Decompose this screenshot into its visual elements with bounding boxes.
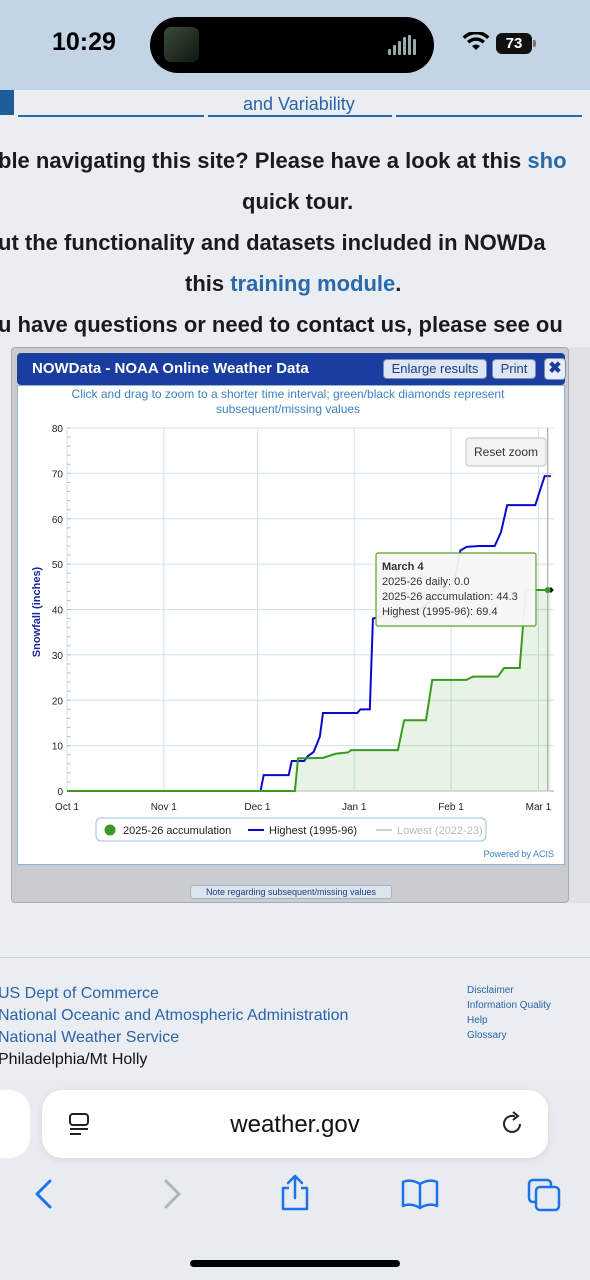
chart-tooltip: March 4 2025-26 daily: 0.0 2025-26 accum…	[375, 552, 537, 627]
audio-waveform-icon	[388, 35, 420, 55]
y-axis-label: Snowfall (inches)	[31, 566, 43, 657]
footer-link-noaa[interactable]: National Oceanic and Atmospheric Adminis…	[0, 1007, 349, 1024]
chart-subtitle-line-2: subsequent/missing values	[216, 402, 360, 416]
legend-marker-accumulation	[104, 824, 116, 836]
help-line-5: u have questions or need to contact us, …	[0, 312, 563, 337]
y-tick-label: 70	[52, 469, 64, 480]
y-tick-label: 80	[52, 424, 64, 435]
enlarge-results-button[interactable]: Enlarge results	[383, 359, 487, 379]
y-tick-label: 0	[57, 787, 63, 798]
footer-disclaimer-link[interactable]: Disclaimer	[467, 985, 514, 996]
tooltip-highest: Highest (1995-96): 69.4	[382, 606, 498, 618]
address-bar[interactable]: weather.gov	[42, 1090, 548, 1158]
print-button[interactable]: Print	[492, 359, 536, 379]
snowfall-chart[interactable]: Click and drag to zoom to a shorter time…	[18, 386, 564, 864]
footer-link-commerce[interactable]: US Dept of Commerce	[0, 985, 159, 1002]
help-line-4: this training module.	[185, 271, 402, 296]
url-text[interactable]: weather.gov	[230, 1111, 360, 1138]
now-playing-artwork[interactable]	[164, 27, 199, 62]
accumulation-area	[67, 589, 551, 791]
y-tick-label: 50	[52, 560, 64, 571]
nav-tab-edge[interactable]	[0, 90, 14, 115]
x-tick-label: Mar 1	[526, 802, 552, 813]
dialog-header[interactable]: NOWData - NOAA Online Weather Data Enlar…	[17, 353, 566, 385]
battery-indicator: 73	[496, 33, 536, 54]
tooltip-date: March 4	[382, 561, 424, 573]
help-line-3: ut the functionality and datasets includ…	[0, 230, 546, 255]
nav-underline-active	[208, 115, 392, 117]
x-tick-label: Dec 1	[244, 802, 271, 813]
status-bar: 10:29 73	[0, 0, 590, 90]
close-icon[interactable]: ✖	[544, 358, 566, 380]
dynamic-island[interactable]	[150, 17, 434, 73]
footer-help-link[interactable]: Help	[467, 1015, 488, 1026]
hover-point-accumulation	[544, 586, 551, 593]
training-module-link[interactable]: training module	[230, 271, 396, 296]
reload-icon[interactable]	[500, 1111, 526, 1137]
wifi-icon	[462, 32, 490, 50]
nowdata-dialog: NOWData - NOAA Online Weather Data Enlar…	[11, 347, 569, 903]
y-tick-label: 40	[52, 606, 64, 617]
legend-item-lowest[interactable]: Lowest (2022-23)	[397, 825, 483, 837]
help-line-2: quick tour.	[242, 189, 354, 214]
bookmarks-icon[interactable]	[400, 1178, 440, 1210]
y-axis-ticks: 0 10 20 30 40 50 60 70 80	[52, 424, 64, 798]
missing-values-note-button[interactable]: Note regarding subsequent/missing values	[190, 885, 392, 899]
nav-underline	[396, 115, 582, 117]
y-tick-label: 60	[52, 515, 64, 526]
x-tick-label: Oct 1	[55, 802, 79, 813]
nav-item-variability[interactable]: and Variability	[243, 94, 355, 114]
forward-icon	[164, 1179, 181, 1209]
legend-item-highest[interactable]: Highest (1995-96)	[269, 825, 357, 837]
x-tick-label: Jan 1	[342, 802, 367, 813]
chart-legend: 2025-26 accumulation Highest (1995-96) L…	[95, 817, 487, 842]
tabs-icon[interactable]	[526, 1177, 562, 1213]
nav-underline	[18, 115, 204, 117]
footer-link-nws[interactable]: National Weather Service	[0, 1029, 180, 1046]
chart-markers	[544, 586, 554, 593]
back-icon[interactable]	[30, 1178, 58, 1210]
y-tick-label: 20	[52, 696, 64, 707]
background-page-edge	[569, 347, 590, 903]
previous-tab-preview[interactable]	[0, 1090, 30, 1158]
y-tick-label: 10	[52, 742, 64, 753]
powered-by-credit[interactable]: Powered by ACIS	[483, 849, 554, 859]
y-tick-label: 30	[52, 651, 64, 662]
web-page: and Variability ble navigating this site…	[0, 90, 590, 1090]
footer-office: Philadelphia/Mt Holly	[0, 1051, 148, 1068]
tooltip-daily: 2025-26 daily: 0.0	[382, 576, 469, 588]
footer-divider	[0, 957, 590, 958]
chart-subtitle-line-1: Click and drag to zoom to a shorter time…	[72, 387, 506, 401]
help-line-1: ble navigating this site? Please have a …	[0, 148, 567, 173]
reset-zoom-button[interactable]: Reset zoom	[465, 437, 547, 467]
x-axis-ticks: Oct 1 Nov 1 Dec 1 Jan 1 Feb 1 Mar 1	[55, 802, 552, 813]
home-indicator	[190, 1260, 400, 1267]
reset-zoom-label: Reset zoom	[474, 445, 538, 459]
status-time: 10:29	[52, 28, 116, 56]
legend-item-accumulation[interactable]: 2025-26 accumulation	[123, 825, 231, 837]
x-tick-label: Feb 1	[438, 802, 464, 813]
page-menu-icon[interactable]	[67, 1111, 93, 1137]
tooltip-accumulation: 2025-26 accumulation: 44.3	[382, 591, 518, 603]
chart-panel: Click and drag to zoom to a shorter time…	[17, 385, 565, 865]
dialog-title: NOWData - NOAA Online Weather Data	[32, 360, 309, 377]
accumulation-line[interactable]	[67, 588, 551, 792]
browser-toolbar: weather.gov	[0, 1080, 590, 1280]
footer-glossary-link[interactable]: Glossary	[467, 1030, 507, 1041]
short-tour-link[interactable]: sho	[527, 148, 567, 173]
footer-info-quality-link[interactable]: Information Quality	[467, 1000, 551, 1011]
x-tick-label: Nov 1	[151, 802, 178, 813]
share-icon[interactable]	[278, 1174, 312, 1212]
